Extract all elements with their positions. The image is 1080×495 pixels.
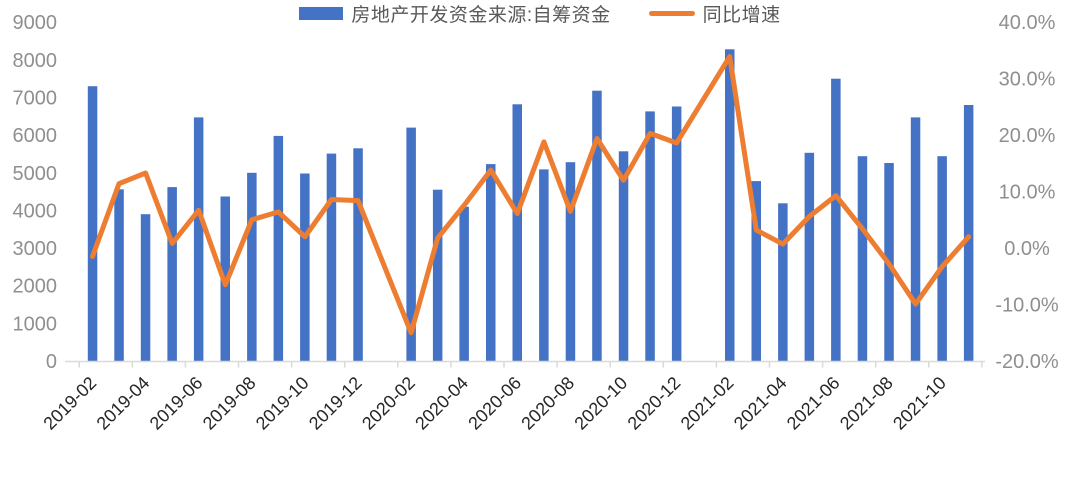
x-axis-tick-label: 2021-04 [730,373,791,434]
left-axis-tick-label: 7000 [13,88,58,110]
chart-legend: 房地产开发资金来源:自筹资金 同比增速 [0,0,1080,27]
bar [618,151,629,361]
x-axis-tick-label: 2020-08 [517,373,578,434]
bar [857,156,868,361]
x-axis-tick-label: 2020-06 [464,373,525,434]
bar-series-swatch [299,7,344,20]
bars-series [87,49,974,362]
legend-item-bar-series: 房地产开发资金来源:自筹资金 [299,0,610,27]
bar [751,181,761,361]
left-axis-tick-label: 2000 [13,276,58,298]
bar [459,206,469,361]
bar [910,117,921,362]
left-axis-tick-label: 6000 [13,125,58,147]
bar [645,111,655,362]
x-axis-labels: 2019-022019-042019-062019-082019-102019-… [39,373,949,434]
bar [140,214,151,361]
x-axis-tick-label: 2020-10 [570,373,631,434]
right-axis-tick-label: 40.0% [999,12,1056,34]
bar-series-label: 房地产开发资金来源:自筹资金 [351,5,611,26]
bar [539,169,549,361]
x-axis-tick-label: 2019-02 [39,373,100,434]
bar [273,135,284,361]
bar [592,90,602,361]
right-axis-labels: -20.0% -10.0% 0.0% 10.0% 20.0% 30.0% 40.0% [995,12,1059,373]
bar [114,189,124,361]
x-axis-tick-label: 2019-06 [146,373,207,434]
left-axis-labels: 0 1000 2000 3000 4000 5000 6000 7000 8000 9000 [13,12,58,373]
bar [804,152,815,361]
bar [831,78,841,361]
right-axis-tick-label: 20.0% [999,125,1056,147]
x-axis-tick-label: 2021-08 [836,373,897,434]
bar [937,156,947,361]
right-axis-tick-label: -10.0% [995,295,1059,317]
x-axis-tick-label: 2021-02 [677,373,738,434]
x-axis-tick-label: 2020-02 [358,373,419,434]
bar [565,162,576,361]
line-series-swatch [648,11,695,16]
x-axis-tick-label: 2019-08 [199,373,260,434]
left-axis-tick-label: 9000 [13,12,58,34]
bar [512,104,522,362]
bar [167,187,177,361]
legend-item-line-series: 同比增速 [648,0,781,27]
right-axis-tick-label: 10.0% [999,182,1056,204]
left-axis-tick-label: 8000 [13,50,58,72]
bar [406,127,416,361]
bar [87,86,98,361]
x-axis [65,360,985,368]
bar [247,172,257,361]
x-axis-tick-label: 2019-12 [305,373,366,434]
bar [778,203,788,361]
x-axis-tick-label: 2020-04 [411,373,472,434]
growth-line [90,54,972,336]
x-axis-tick-label: 2020-12 [624,373,685,434]
bar [432,189,443,361]
x-axis-tick-label: 2019-04 [93,373,154,434]
right-axis-tick-label: -20.0% [995,351,1059,373]
x-axis-tick-label: 2021-06 [783,373,844,434]
bar [725,49,735,362]
x-axis-tick-label: 2019-10 [252,373,313,434]
bar [300,173,310,361]
left-axis-tick-label: 5000 [13,163,58,185]
left-axis-tick-label: 1000 [13,313,58,335]
bar [193,117,204,362]
bar [671,106,682,361]
bar [963,105,974,361]
right-axis-tick-label: 0.0% [1004,238,1050,260]
left-axis-tick-label: 3000 [13,238,58,260]
bar [326,153,337,361]
x-axis-tick-label: 2021-10 [889,373,950,434]
line-series-label: 同比增速 [702,5,781,26]
left-axis-tick-label: 0 [46,351,57,373]
bar [353,148,363,361]
right-axis-tick-label: 30.0% [999,69,1056,91]
left-axis-tick-label: 4000 [13,200,58,222]
bar [486,164,496,361]
